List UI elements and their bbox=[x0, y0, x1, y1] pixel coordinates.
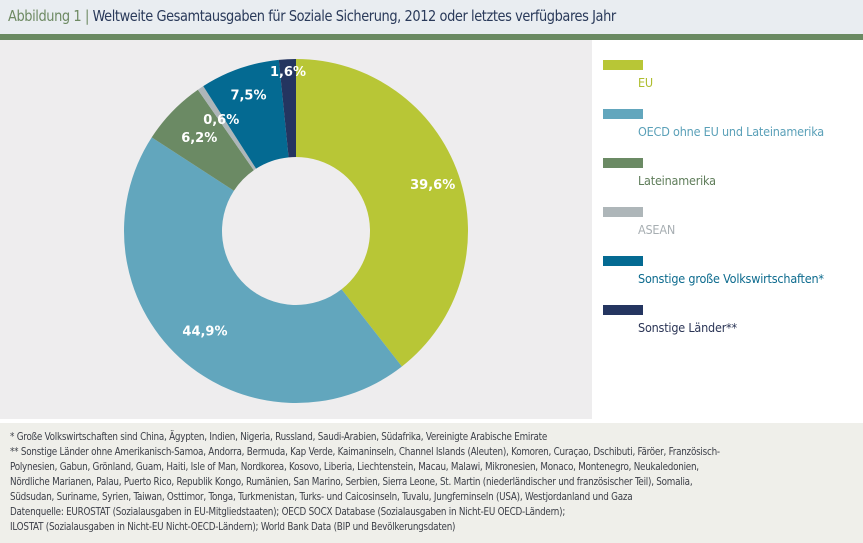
figure-label: Abbildung 1 bbox=[8, 7, 82, 25]
donut-slice-lateinamerika bbox=[151, 89, 254, 191]
footnote-other-countries-cont: Polynesien, Gabun, Grönland, Guam, Haiti… bbox=[10, 461, 699, 473]
footnote-other-countries: ** Sonstige Länder ohne Amerikanisch-Sam… bbox=[10, 446, 720, 458]
data-label: 1,6% bbox=[270, 65, 306, 80]
donut-slice-sonstige-große-volkswirtschaften bbox=[203, 59, 289, 169]
footnote-other-countries-cont: Nördliche Marianen, Palau, Puerto Rico, … bbox=[10, 476, 693, 488]
donut-slice-eu bbox=[296, 59, 468, 367]
legend-label: Sonstige große Volkswirtschaften* bbox=[638, 271, 824, 286]
legend-label: EU bbox=[638, 75, 653, 90]
data-label: 44,9% bbox=[182, 324, 227, 339]
donut-slice-asean bbox=[197, 86, 257, 171]
legend-swatch bbox=[603, 256, 643, 266]
donut-slice-oecd-ohne-eu-und-lateinamerika bbox=[123, 137, 402, 404]
donut-labels: 39,6% 44,9% 6,2% 0,6% 7,5% 1,6% bbox=[181, 65, 455, 339]
footnote-large-economies: * Große Volkswirtschaften sind China, Äg… bbox=[10, 431, 548, 443]
chart-title: Weltweite Gesamtausgaben für Soziale Sic… bbox=[92, 7, 617, 25]
legend-swatch bbox=[603, 207, 643, 217]
legend-swatch bbox=[603, 305, 643, 315]
legend-label: ASEAN bbox=[638, 222, 676, 237]
data-label: 39,6% bbox=[410, 178, 455, 193]
donut-slice-sonstige-länder bbox=[278, 59, 296, 158]
figure-header: Abbildung 1 | Weltweite Gesamtausgaben für… bbox=[0, 0, 863, 34]
legend-swatch bbox=[603, 60, 643, 70]
legend-swatch bbox=[603, 158, 643, 168]
chart-panel: 39,6% 44,9% 6,2% 0,6% 7,5% 1,6% bbox=[0, 40, 592, 419]
header-rule bbox=[0, 34, 863, 40]
footnote-other-countries-cont: Südsudan, Suriname, Syrien, Taiwan, Ostt… bbox=[10, 491, 633, 503]
donut-chart: 39,6% 44,9% 6,2% 0,6% 7,5% 1,6% bbox=[123, 59, 468, 404]
title-separator: | bbox=[84, 7, 89, 25]
data-label: 7,5% bbox=[230, 88, 266, 103]
footnote-data-source-cont: ILOSTAT (Sozialausgaben in Nicht-EU Nich… bbox=[10, 521, 456, 533]
legend-label: Lateinamerika bbox=[638, 173, 716, 188]
figure-heading: Abbildung 1 | Weltweite Gesamtausgaben für… bbox=[8, 7, 616, 25]
footnote-data-source: Datenquelle: EUROSTAT (Sozialausgaben in… bbox=[10, 506, 566, 518]
data-label: 6,2% bbox=[181, 131, 217, 146]
legend-label: OECD ohne EU und Lateinamerika bbox=[638, 124, 824, 139]
data-label: 0,6% bbox=[203, 113, 239, 128]
legend-swatch bbox=[603, 109, 643, 119]
donut-slices bbox=[123, 59, 468, 404]
legend-label: Sonstige Länder** bbox=[638, 320, 737, 335]
chart-legend: EU OECD ohne EU und Lateinamerika Latein… bbox=[592, 40, 863, 419]
footnotes: * Große Volkswirtschaften sind China, Äg… bbox=[0, 423, 863, 543]
